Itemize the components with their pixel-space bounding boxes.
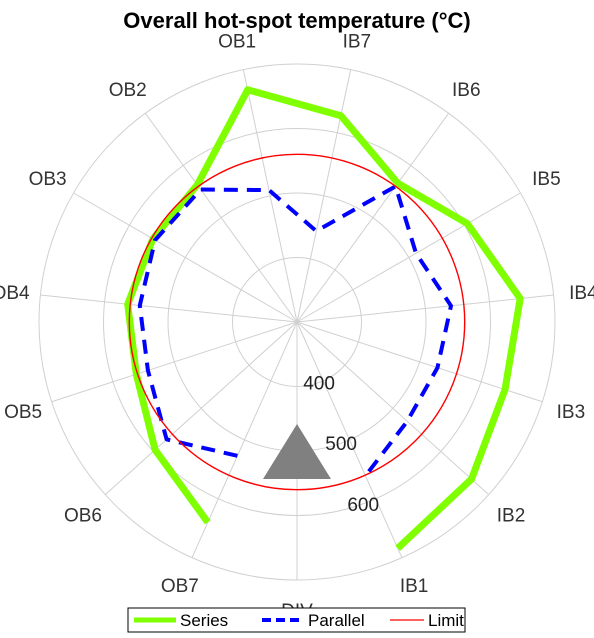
category-label: IB3 xyxy=(557,402,586,423)
category-label: OB2 xyxy=(109,80,147,101)
series-layer xyxy=(124,86,524,551)
radial-tick-label: 600 xyxy=(347,495,379,516)
grid-spoke xyxy=(296,294,554,323)
category-label: OB5 xyxy=(4,402,42,423)
category-label: IB1 xyxy=(400,576,429,597)
category-label: IB5 xyxy=(532,169,561,190)
grid-spoke xyxy=(296,321,543,403)
category-label: IB7 xyxy=(343,31,372,52)
grid-spoke xyxy=(40,294,298,323)
grid-spoke xyxy=(296,69,352,323)
legend-label-limit: Limit xyxy=(428,611,464,630)
radial-tick-label: 500 xyxy=(325,434,357,455)
category-label: OB1 xyxy=(218,31,256,52)
grid-spoke xyxy=(73,192,298,323)
legend-label-series: Series xyxy=(180,611,228,630)
category-label: OB4 xyxy=(0,283,30,304)
grid-spoke xyxy=(242,69,298,323)
category-label: IB6 xyxy=(452,80,481,101)
legend-label-parallel: Parallel xyxy=(308,611,365,630)
grid-spoke xyxy=(104,321,298,496)
grid-spoke xyxy=(51,321,298,403)
label-layer: DIVOB7OB6OB5OB4OB3OB2OB1IB7IB6IB5IB4IB3I… xyxy=(0,31,594,622)
grid-spoke xyxy=(296,112,450,323)
category-label: IB2 xyxy=(497,506,526,527)
grid-spoke xyxy=(144,112,298,323)
category-label: OB6 xyxy=(64,506,102,527)
category-label: IB4 xyxy=(569,283,594,304)
category-label: OB3 xyxy=(29,169,67,190)
series-limit-line xyxy=(128,153,466,491)
polar-grid xyxy=(38,63,556,581)
grid-spoke xyxy=(296,321,403,558)
legend: Series Parallel Limit xyxy=(127,607,466,633)
category-label: OB7 xyxy=(161,576,199,597)
center-marker xyxy=(263,424,331,479)
grid-spoke xyxy=(296,192,521,323)
grid-spoke xyxy=(191,321,298,558)
radial-tick-label: 400 xyxy=(303,374,335,395)
chart-title: Overall hot-spot temperature (°C) xyxy=(123,8,471,33)
grid-spoke xyxy=(296,321,490,496)
series-parallel-line xyxy=(137,184,453,478)
